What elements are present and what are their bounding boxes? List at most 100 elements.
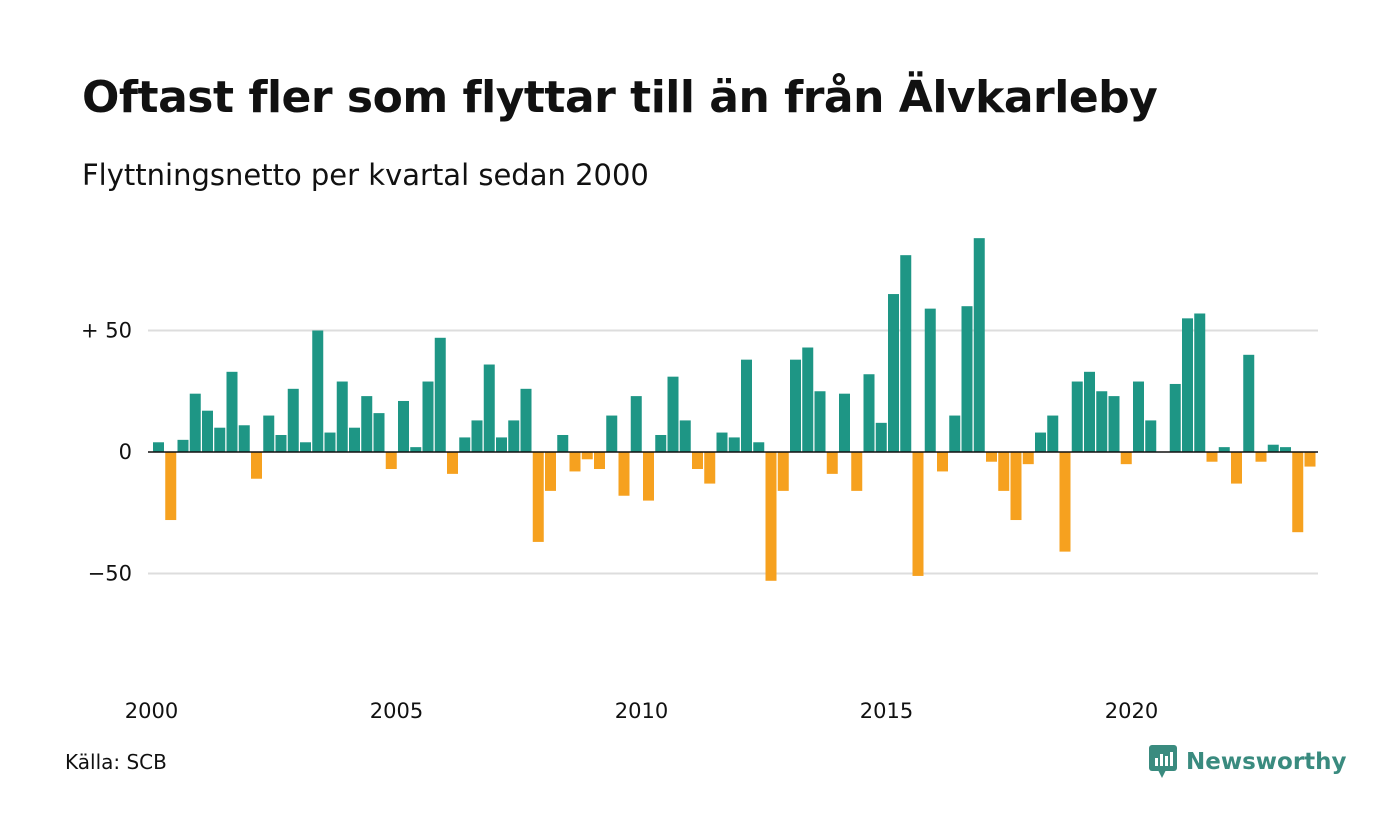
bar [1071, 381, 1083, 452]
x-tick-label: 2015 [860, 699, 913, 723]
chart-subtitle: Flyttningsnetto per kvartal sedan 2000 [82, 158, 649, 192]
bar [1108, 396, 1120, 452]
bar [973, 238, 985, 452]
bar [471, 420, 483, 452]
bar [361, 396, 373, 452]
bar [875, 422, 887, 452]
bar [202, 410, 213, 452]
bar [692, 452, 703, 470]
bar [581, 452, 593, 460]
bar [728, 437, 740, 452]
bar [814, 391, 826, 452]
bar [349, 427, 360, 452]
bar [177, 439, 189, 452]
bar [802, 347, 814, 452]
bar [1231, 452, 1242, 484]
bar [422, 381, 434, 452]
bar [1206, 452, 1218, 462]
bar [949, 415, 961, 452]
bar [777, 452, 789, 491]
grid-layer [148, 329, 1318, 575]
bar [300, 442, 311, 452]
brand-name: Newsworthy [1186, 749, 1347, 775]
y-axis-labels: + 50 0 −50 [81, 319, 132, 586]
x-tick-label: 2005 [370, 699, 423, 723]
bar [1010, 452, 1022, 521]
bar [1194, 313, 1206, 452]
bar [226, 371, 238, 452]
bar-chart: + 50 0 −50 2000 2005 2010 2015 2020 [81, 238, 1318, 723]
brand-logo: Newsworthy [1148, 744, 1347, 780]
bar [1133, 381, 1144, 452]
bar [263, 415, 275, 452]
bar [410, 447, 422, 452]
bar [790, 359, 801, 452]
bar [839, 393, 850, 452]
bar [1292, 452, 1304, 533]
bar [545, 452, 556, 491]
bar [1059, 452, 1071, 552]
bar [1280, 447, 1291, 452]
bar [1120, 452, 1132, 465]
bar [594, 452, 605, 470]
bar [373, 413, 385, 452]
y-tick-label: + 50 [81, 319, 132, 343]
bar [459, 437, 471, 452]
bars-layer [148, 238, 1318, 581]
bar [1145, 420, 1157, 452]
y-tick-label: −50 [88, 562, 132, 586]
bar [1022, 452, 1034, 465]
bar [324, 432, 336, 452]
bar [630, 396, 642, 452]
bar [1047, 415, 1059, 452]
bar [618, 452, 630, 496]
bar [1182, 318, 1193, 452]
x-tick-label: 2020 [1105, 699, 1158, 723]
bar [251, 452, 262, 479]
bar [937, 452, 948, 472]
bar [643, 452, 654, 501]
newsworthy-logo-icon [1149, 745, 1177, 778]
bar [655, 434, 667, 452]
bar [900, 255, 912, 452]
y-tick-label: 0 [119, 440, 132, 464]
bar [1243, 354, 1255, 452]
bar [532, 452, 544, 542]
bar [385, 452, 397, 470]
bar [1096, 391, 1108, 452]
x-tick-label: 2000 [125, 699, 178, 723]
bar [520, 388, 532, 452]
bar [214, 427, 226, 452]
bar [1304, 452, 1316, 467]
source-note: Källa: SCB [65, 750, 167, 774]
bar [741, 359, 752, 452]
bar [704, 452, 716, 484]
bar [508, 420, 520, 452]
bar [238, 425, 250, 452]
bar [998, 452, 1010, 491]
bar [398, 400, 409, 452]
bar [679, 420, 691, 452]
bar [912, 452, 924, 576]
bar [1255, 452, 1267, 462]
bar [1267, 444, 1279, 452]
bar [924, 308, 936, 452]
bar [1218, 447, 1230, 452]
bar [851, 452, 863, 491]
bar [165, 452, 177, 521]
bar [826, 452, 838, 474]
bar [336, 381, 348, 452]
chart-title: Oftast fler som flyttar till än från Älv… [82, 72, 1158, 123]
bar [447, 452, 458, 474]
bar [434, 337, 446, 452]
x-axis-labels: 2000 2005 2010 2015 2020 [125, 699, 1158, 723]
bar [557, 434, 569, 452]
bar [863, 374, 875, 452]
bar [483, 364, 495, 452]
bar [1084, 371, 1095, 452]
bar [606, 415, 618, 452]
bar [153, 442, 164, 452]
bar [569, 452, 581, 472]
bar [888, 294, 899, 452]
bar [765, 452, 777, 581]
